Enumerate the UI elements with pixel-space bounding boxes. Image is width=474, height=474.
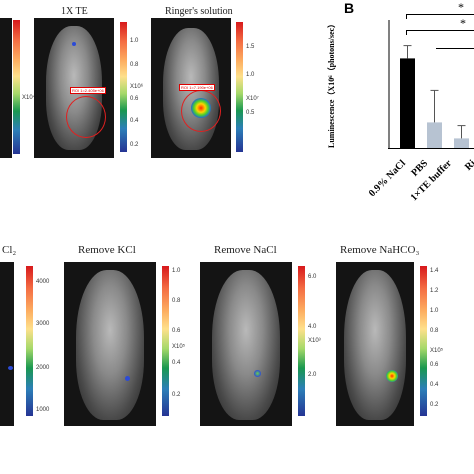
luminescence-spot [72, 42, 76, 46]
x-tick-label: Ri [462, 158, 474, 173]
colorbar-1x-te [120, 22, 127, 152]
colorbar-tick: 1.2 [430, 288, 439, 294]
colorbar-tick: 2.0 [308, 372, 317, 378]
colorbar-tick: 0.4 [430, 382, 439, 388]
mouse-image-remove-kcl [64, 262, 156, 426]
luminescence-spot [8, 366, 13, 370]
panel-title-ringers: Ringer's solution [165, 6, 233, 17]
bar-1 [427, 122, 442, 148]
luminescence-spot [125, 376, 130, 381]
colorbar-tick: 1.4 [430, 268, 439, 274]
colorbar-tick: 0.4 [172, 360, 181, 366]
colorbar-tick: 4.0 [308, 324, 317, 330]
colorbar-remove-kcl [162, 266, 169, 416]
colorbar-remove-nahco3 [420, 266, 427, 416]
mouse-silhouette [212, 270, 280, 420]
colorbar-tick: 0.8 [172, 298, 181, 304]
bar-2 [454, 138, 469, 148]
colorbar-tick: 0.2 [130, 142, 139, 148]
colorbar-tick: 4000 [36, 279, 50, 285]
colorbar-tick: 3000 [36, 321, 50, 327]
x-axis-line [388, 148, 474, 149]
mouse-image-remove-nahco3 [336, 262, 414, 426]
colorbar-partial-unit: X10⁴ [22, 95, 36, 101]
bar-chart [388, 20, 469, 148]
colorbar-partial [13, 20, 20, 154]
colorbar-tick: 0.4 [130, 118, 139, 124]
colorbar-tick: 1.5 [246, 44, 255, 50]
colorbar-unit: X10⁵ [172, 344, 186, 350]
panel-title-remove-nacl: Remove NaCl [214, 244, 277, 256]
bar-0 [400, 58, 415, 148]
panel-title-cl2: Cl₂ [2, 244, 17, 256]
mouse-silhouette [344, 270, 406, 420]
roi-label: ROI 1=2.405e+06 [70, 87, 106, 94]
mouse-image-ringers: ROI 1=7.190e+06 [151, 18, 231, 158]
significance-star: * [460, 16, 466, 30]
significance-bracket-drop [406, 30, 407, 35]
colorbar-tick: 0.5 [246, 110, 255, 116]
colorbar-unit: X10⁶ [130, 84, 144, 90]
panel-title-1x-te: 1X TE [61, 6, 88, 17]
colorbar-tick: 1.0 [246, 72, 255, 78]
panel-letter-b: B [344, 0, 355, 16]
colorbar-unit: X10⁷ [246, 96, 259, 102]
colorbar-tick: 0.8 [130, 62, 139, 68]
panel-title-remove-nahco3: Remove NaHCO₃ [340, 244, 420, 256]
colorbar-unit: X10⁵ [430, 348, 444, 354]
significance-bracket [406, 30, 474, 31]
x-tick-label: 0.9% NaCl [366, 158, 409, 200]
colorbar-tick: 0.8 [430, 328, 439, 334]
colorbar-tick: 1.0 [172, 268, 181, 274]
mouse-silhouette [76, 270, 144, 420]
colorbar-tick: 2000 [36, 365, 50, 371]
y-axis-label: Luminescence（X10⁶（photons/sec） [327, 19, 336, 148]
luminescence-spot [386, 370, 398, 382]
significance-bracket [436, 48, 474, 49]
significance-bracket-drop [406, 14, 407, 19]
significance-star: * [458, 0, 464, 14]
colorbar-cl2 [26, 266, 33, 416]
colorbar-tick: 0.2 [430, 402, 439, 408]
mouse-image-remove-nacl [200, 262, 292, 426]
image-panel-partial-left [0, 18, 12, 158]
colorbar-remove-nacl [298, 266, 305, 416]
roi-label: ROI 1=7.190e+06 [179, 84, 215, 91]
panel-title-remove-kcl: Remove KCl [78, 244, 136, 256]
significance-bracket [406, 14, 474, 15]
colorbar-tick: 1000 [36, 407, 50, 413]
colorbar-tick: 0.2 [172, 392, 181, 398]
luminescence-spot [254, 370, 261, 377]
roi-circle [66, 96, 106, 138]
colorbar-tick: 6.0 [308, 274, 317, 280]
colorbar-tick: 0.6 [130, 96, 139, 102]
colorbar-ringers [236, 22, 243, 152]
colorbar-tick: 0.6 [430, 362, 439, 368]
colorbar-tick: 1.0 [130, 38, 139, 44]
colorbar-tick: 0.6 [172, 328, 181, 334]
colorbar-tick: 1.0 [430, 308, 439, 314]
colorbar-unit: X10³ [308, 338, 321, 344]
mouse-image-1x-te: ROI 1=2.405e+06 [34, 18, 114, 158]
luminescence-spot [191, 98, 211, 118]
mouse-image-cl2 [0, 262, 14, 426]
